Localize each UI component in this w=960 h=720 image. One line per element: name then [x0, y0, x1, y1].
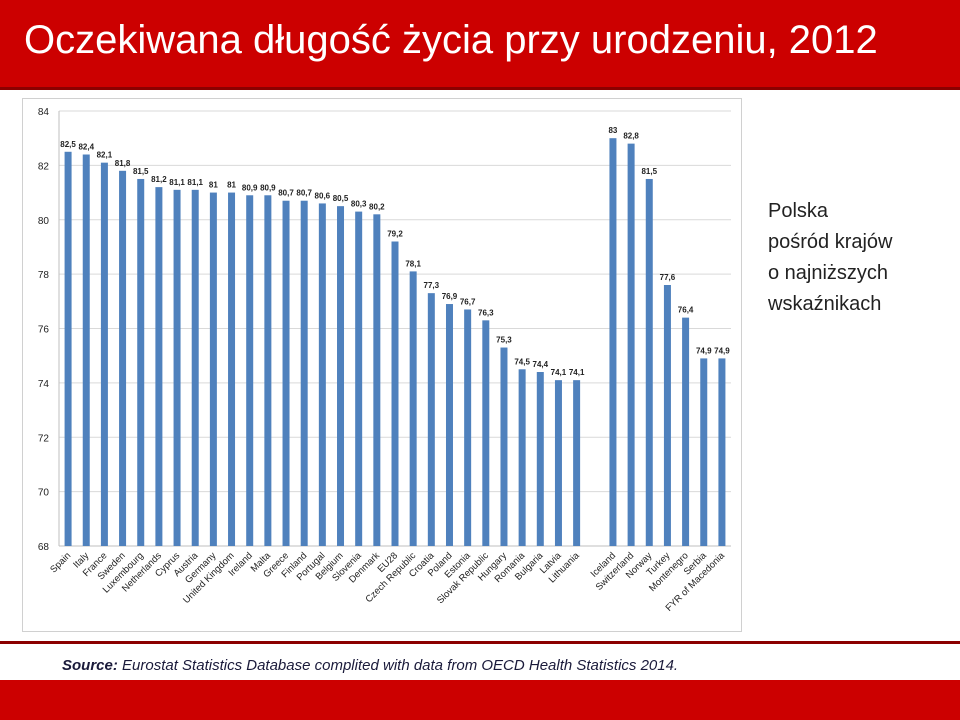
bar: [246, 195, 254, 546]
y-tick-label: 68: [38, 542, 50, 553]
data-label: 74,4: [533, 360, 549, 369]
data-label: 74,5: [514, 357, 530, 366]
data-label: 82,4: [78, 143, 94, 152]
data-label: 83: [608, 126, 617, 135]
data-label: 82,1: [97, 151, 113, 160]
side-note-line: pośród krajów: [768, 231, 893, 253]
data-label: 81,5: [133, 167, 149, 176]
side-note: Polska pośród krajów o najniższych wskaź…: [768, 196, 953, 320]
data-label: 74,9: [714, 346, 730, 355]
bar: [627, 143, 635, 546]
data-label: 79,2: [387, 230, 403, 239]
bar: [82, 154, 90, 546]
bar: [409, 271, 417, 546]
data-label: 74,9: [696, 346, 712, 355]
bar: [663, 285, 671, 546]
bar: [318, 203, 326, 546]
data-label: 78,1: [405, 259, 421, 268]
bar: [554, 380, 562, 546]
bar: [700, 358, 708, 546]
data-label: 76,4: [678, 306, 694, 315]
bar: [445, 304, 453, 546]
bar: [137, 178, 145, 546]
bar: [573, 380, 581, 546]
data-label: 74,1: [569, 368, 585, 377]
data-label: 76,9: [442, 292, 458, 301]
y-tick-label: 82: [38, 161, 50, 172]
bar: [191, 189, 199, 546]
footer-source-area: Source: Eurostat Statistics Database com…: [0, 644, 960, 680]
data-label: 80,2: [369, 202, 385, 211]
bar: [173, 189, 181, 546]
bar: [100, 162, 108, 546]
data-label: 81: [209, 181, 218, 190]
bar: [718, 358, 726, 546]
bar: [427, 293, 435, 546]
bar: [64, 151, 72, 546]
x-tick-label: Spain: [48, 550, 73, 575]
bar: [482, 320, 490, 546]
bar: [391, 241, 399, 546]
side-note-line: Polska: [768, 200, 829, 222]
data-label: 81,8: [115, 159, 131, 168]
y-tick-label: 74: [38, 379, 50, 390]
data-label: 77,3: [424, 281, 440, 290]
data-label: 75,3: [496, 336, 512, 345]
bar: [300, 200, 308, 546]
bar: [373, 214, 381, 546]
data-label: 81,5: [641, 167, 657, 176]
data-label: 81,2: [151, 175, 167, 184]
data-label: 81,1: [187, 178, 203, 187]
y-tick-label: 76: [38, 325, 50, 336]
data-label: 80,9: [260, 183, 276, 192]
data-label: 80,5: [333, 194, 349, 203]
bar: [518, 369, 526, 546]
bar: [337, 206, 345, 546]
data-label: 81,1: [169, 178, 185, 187]
source-text: Eurostat Statistics Database complited w…: [117, 657, 679, 674]
y-tick-label: 72: [38, 433, 50, 444]
y-tick-label: 70: [38, 488, 50, 499]
footer-bar: Source: Eurostat Statistics Database com…: [0, 641, 960, 720]
side-note-line: o najniższych: [768, 262, 889, 284]
data-label: 80,3: [351, 200, 367, 209]
data-label: 82,5: [60, 140, 76, 149]
y-tick-label: 78: [38, 270, 50, 281]
source-label: Source:: [62, 657, 118, 674]
data-label: 74,1: [551, 368, 567, 377]
data-label: 81: [227, 181, 236, 190]
page-title: Oczekiwana długość życia przy urodzeniu,…: [24, 18, 878, 62]
bar: [228, 192, 236, 546]
bar: [209, 192, 217, 546]
side-note-line: wskaźnikach: [768, 293, 882, 315]
bar: [682, 317, 690, 546]
bar: [464, 309, 472, 546]
bar: [282, 200, 290, 546]
source-note: Source: Eurostat Statistics Database com…: [62, 657, 678, 674]
bar: [609, 138, 617, 546]
bar: [536, 372, 544, 546]
data-label: 82,8: [623, 132, 639, 141]
data-label: 76,7: [460, 297, 476, 306]
bar: [119, 170, 127, 546]
data-label: 80,9: [242, 183, 258, 192]
bar: [500, 347, 508, 546]
data-label: 80,7: [278, 189, 294, 198]
bar-chart: 68707274767880828482,5Spain82,4Italy82,1…: [38, 107, 731, 614]
title-bar: Oczekiwana długość życia przy urodzeniu,…: [0, 0, 960, 90]
chart-frame: 68 70 72 74 76 78 80 82 84 82,5 Spain 82,4 Italy 82,1…: [22, 98, 742, 632]
y-tick-label: 80: [38, 216, 50, 227]
data-label: 77,6: [660, 273, 676, 282]
y-tick-label: 84: [38, 107, 50, 118]
bar: [264, 195, 272, 546]
bar: [155, 187, 163, 546]
data-label: 76,3: [478, 308, 494, 317]
bar: [355, 211, 363, 546]
data-label: 80,6: [315, 191, 331, 200]
data-label: 80,7: [296, 189, 312, 198]
bar: [645, 178, 653, 546]
